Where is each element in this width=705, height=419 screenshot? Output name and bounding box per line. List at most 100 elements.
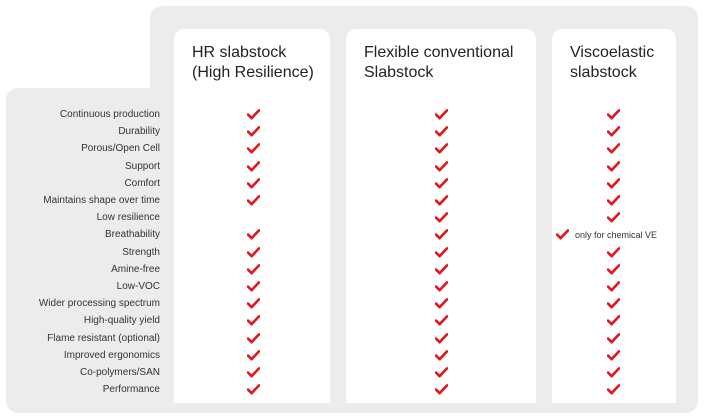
row-label: High-quality yield: [83, 315, 160, 327]
table-cell: [243, 330, 263, 347]
table-cell: [431, 209, 451, 226]
table-cell: [243, 347, 263, 364]
column-header-flexible-conventional: Flexible conventional Slabstock: [364, 44, 514, 81]
checkmark-icon: [556, 229, 569, 240]
table-cell: [603, 123, 623, 140]
table-cell: [431, 175, 451, 192]
checkmark-icon: [606, 263, 620, 275]
checkmark-icon: [606, 212, 620, 223]
checkmark-icon: [246, 263, 260, 275]
table-cell: [431, 330, 451, 347]
checkmark-icon: [434, 177, 448, 189]
table-cell: [243, 261, 263, 278]
checkmark-icon: [606, 177, 620, 189]
table-cell: [431, 123, 451, 140]
table-cell: [243, 140, 263, 157]
checkmark-icon: [434, 246, 448, 258]
table-cell: [431, 261, 451, 278]
table-cell: [603, 261, 623, 278]
checkmark-icon: [434, 349, 448, 361]
table-cell: [431, 140, 451, 157]
checkmark-icon: [606, 384, 620, 395]
table-cell: [243, 106, 263, 123]
checkmark-icon: [246, 177, 260, 189]
row-label: Strength: [122, 246, 160, 258]
table-cell: [603, 295, 623, 312]
table-cell: only for chemical VE: [556, 226, 696, 243]
table-cell: [603, 106, 623, 123]
checkmark-icon: [434, 160, 448, 172]
checkmark-icon: [606, 195, 620, 206]
table-cell: [431, 364, 451, 381]
row-label: Low-VOC: [116, 281, 160, 292]
table-cell: [243, 175, 263, 192]
table-cell: [431, 295, 451, 312]
table-cell: [243, 312, 263, 329]
checkmark-icon: [434, 195, 448, 206]
table-cell: [603, 330, 623, 347]
column-header-viscoelastic: Viscoelastic slabstock: [570, 44, 655, 81]
checkmark-icon: [606, 315, 620, 326]
checkmark-icon: [246, 281, 260, 292]
table-cell: [243, 158, 263, 175]
checkmark-icon: [434, 126, 448, 137]
checkmark-icon: [434, 143, 448, 154]
checkmark-icon: [606, 246, 620, 258]
checkmark-icon: [246, 126, 260, 137]
row-label: Breathability: [104, 229, 160, 241]
row-label: Improved ergonomics: [63, 349, 160, 361]
table-cell: [243, 295, 263, 312]
table-cell: [603, 364, 623, 381]
row-label: Performance: [102, 384, 160, 396]
table-cell: [603, 140, 623, 157]
checkmark-icon: [246, 315, 260, 326]
table-cell: [431, 106, 451, 123]
checkmark-icon: [246, 109, 260, 120]
checkmark-icon: [434, 298, 448, 309]
row-label: Co-polymers/SAN: [79, 367, 160, 378]
checkmark-icon: [434, 229, 448, 240]
table-cell: [243, 244, 263, 261]
row-label: Porous/Open Cell: [81, 143, 160, 155]
table-cell: [243, 226, 263, 243]
column-header-hr-slabstock: HR slabstock (High Resilience): [192, 44, 314, 81]
checkmark-icon: [246, 298, 260, 309]
table-cell: [431, 278, 451, 295]
checkmark-icon: [434, 281, 448, 292]
row-label: Flame resistant (optional): [47, 332, 160, 344]
checkmark-icon: [434, 315, 448, 326]
checkmark-icon: [246, 384, 260, 395]
table-cell: [243, 278, 263, 295]
checkmark-icon: [434, 332, 448, 344]
row-label: Low resilience: [96, 212, 160, 224]
checkmark-icon: [606, 143, 620, 154]
table-cell: [243, 364, 263, 381]
table-cell: [603, 244, 623, 261]
checkmark-icon: [246, 332, 260, 344]
table-cell: [243, 123, 263, 140]
checkmark-icon: [606, 281, 620, 292]
checkmark-icon: [606, 160, 620, 172]
checkmark-icon: [606, 367, 620, 378]
table-cell: [431, 312, 451, 329]
checkmark-icon: [434, 109, 448, 120]
checkmark-icon: [606, 109, 620, 120]
row-label: Continuous production: [59, 109, 160, 120]
row-label: Support: [124, 160, 160, 172]
table-cell: [603, 209, 623, 226]
table-cell: [603, 381, 623, 398]
checkmark-icon: [434, 212, 448, 223]
table-cell: [431, 226, 451, 243]
checkmark-icon: [434, 367, 448, 378]
row-label: Maintains shape over time: [43, 195, 160, 206]
table-cell: [243, 192, 263, 209]
table-cell: [431, 244, 451, 261]
row-label: Durability: [118, 126, 160, 138]
checkmark-icon: [434, 263, 448, 275]
row-label: Comfort: [124, 177, 160, 189]
row-label: Wider processing spectrum: [38, 298, 160, 310]
table-cell: [603, 175, 623, 192]
table-cell: [431, 381, 451, 398]
table-cell: [603, 347, 623, 364]
